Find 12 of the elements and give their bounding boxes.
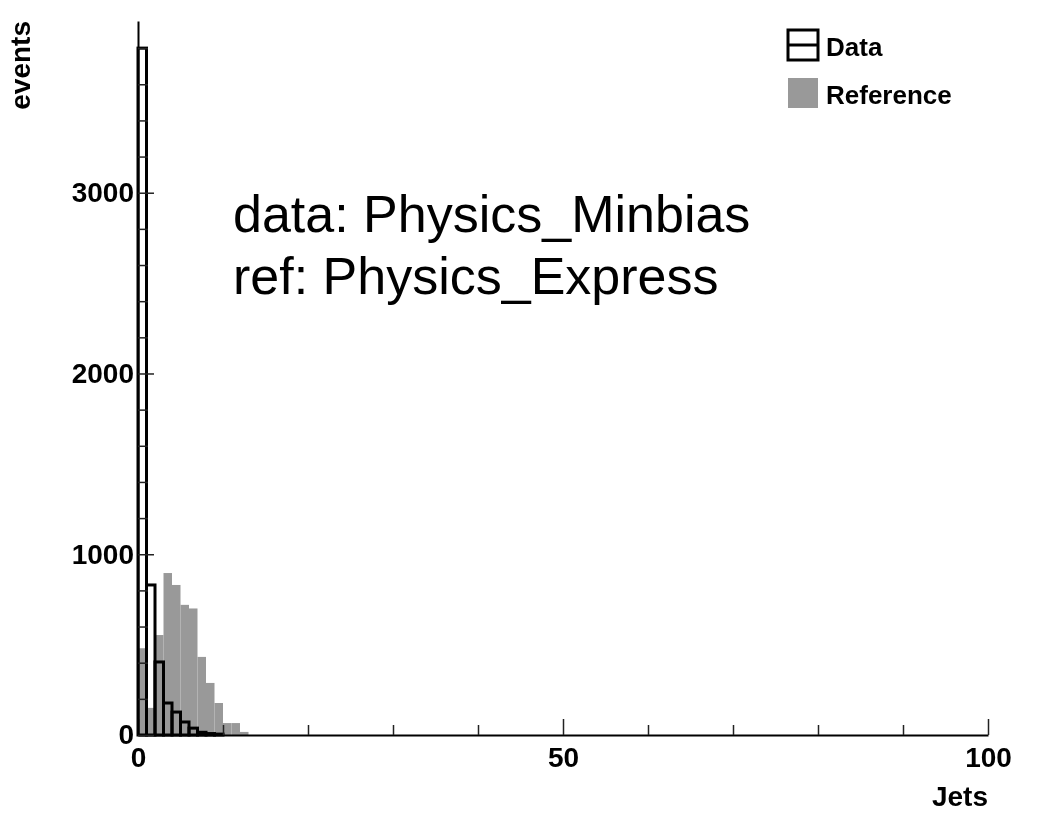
- legend-label: Data: [826, 32, 883, 62]
- y-axis-title: events: [5, 21, 36, 110]
- legend-label: Reference: [826, 80, 952, 110]
- y-tick-label: 1000: [71, 538, 134, 570]
- y-tick-label: 3000: [71, 177, 134, 209]
- x-tick-label: 100: [965, 742, 1012, 773]
- y-tick-label: 0: [118, 719, 134, 751]
- annotation: data: Physics_Minbias: [233, 185, 751, 243]
- annotation: ref: Physics_Express: [233, 247, 719, 305]
- y-tick-label: 2000: [71, 357, 134, 389]
- x-tick-label: 50: [547, 742, 580, 773]
- x-axis-title: Jets: [931, 781, 988, 812]
